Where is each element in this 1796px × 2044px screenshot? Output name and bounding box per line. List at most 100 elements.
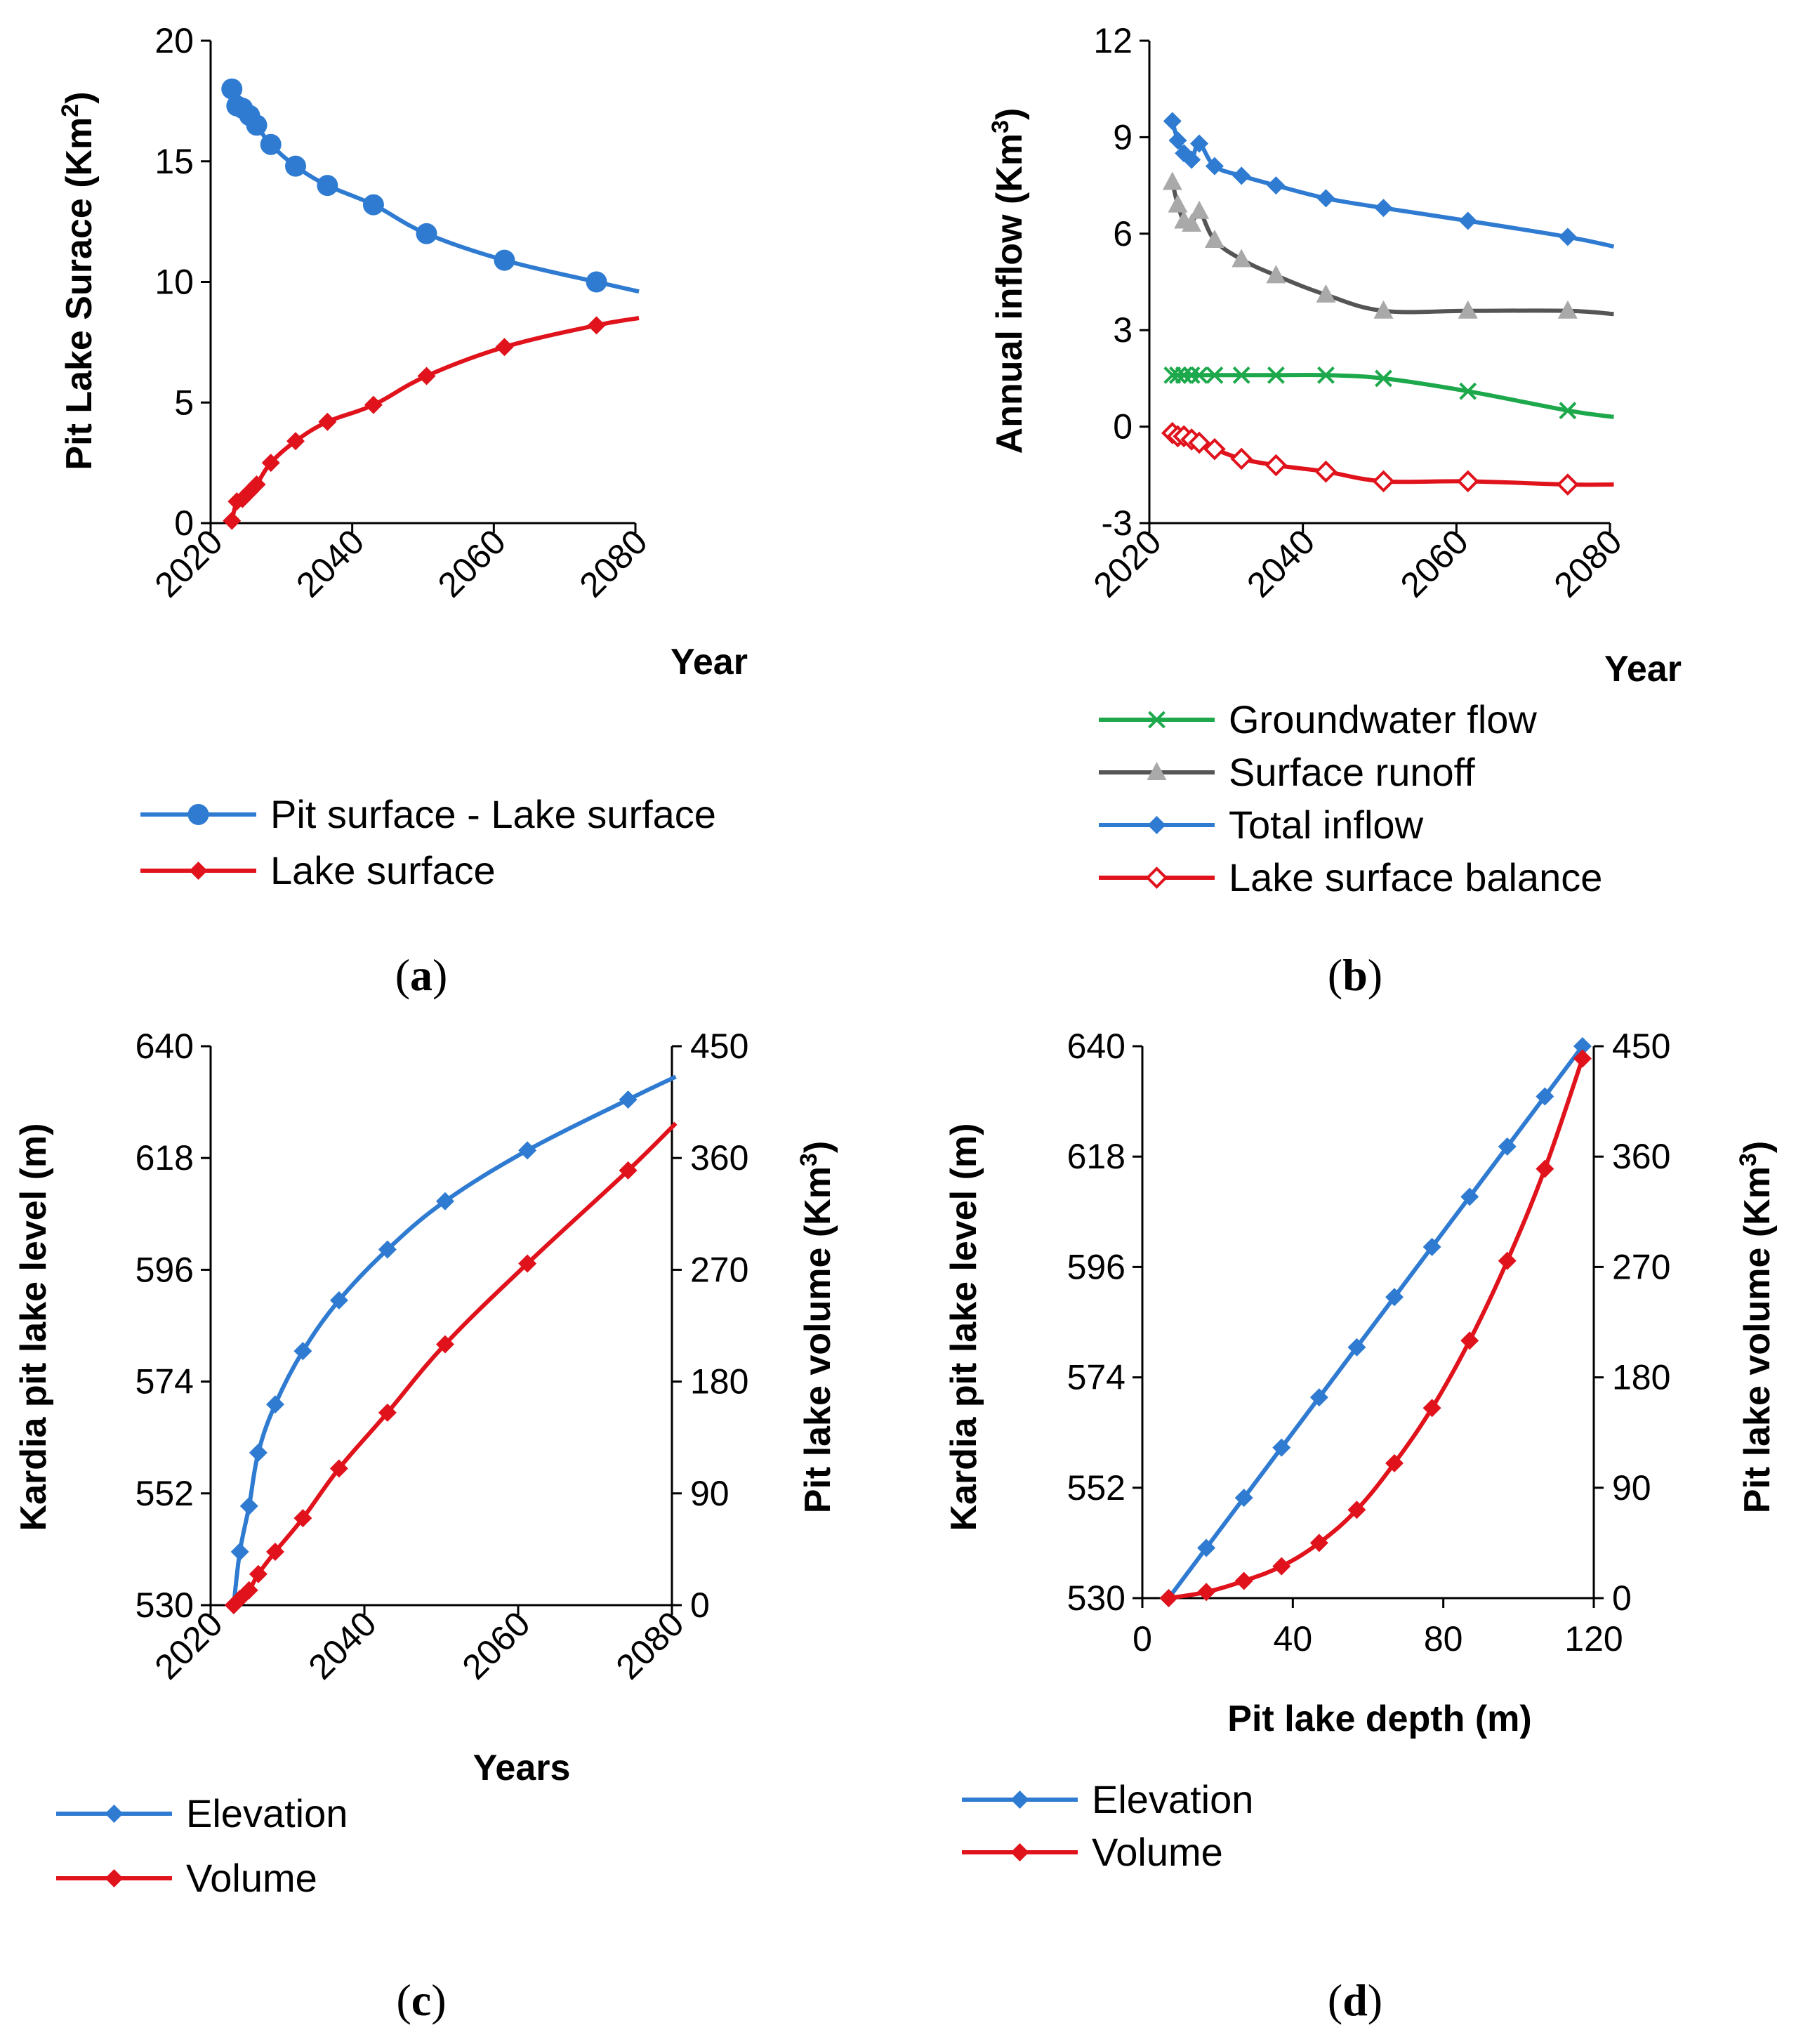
data-point bbox=[1188, 431, 1210, 454]
data-point bbox=[249, 1564, 268, 1583]
y2-axis-title-part: Pit lake volume (Km bbox=[1737, 1166, 1778, 1513]
data-point bbox=[1267, 366, 1285, 384]
legend-swatch-marker bbox=[1145, 866, 1168, 889]
data-point bbox=[1372, 470, 1395, 493]
data-point bbox=[1456, 470, 1479, 493]
y2-tick-label: 180 bbox=[1612, 1358, 1670, 1397]
y-axis-title: Pit Lake Surace (Km2) bbox=[57, 91, 100, 470]
x-tick-label: 2080 bbox=[572, 522, 655, 605]
data-point bbox=[1557, 473, 1579, 496]
legend-swatch-marker bbox=[1010, 1791, 1029, 1809]
x-tick-label: 2080 bbox=[1547, 522, 1630, 605]
data-point bbox=[285, 155, 306, 177]
data-point bbox=[317, 175, 338, 197]
data-point bbox=[1234, 1489, 1253, 1508]
data-point bbox=[260, 133, 282, 155]
data-point bbox=[1272, 1438, 1291, 1457]
legend-entry: Groundwater flow bbox=[1099, 697, 1537, 741]
y-tick-label: 552 bbox=[136, 1474, 194, 1513]
y2-tick-label: 90 bbox=[690, 1474, 729, 1513]
data-point bbox=[249, 1443, 268, 1462]
legend-label: Lake surface bbox=[270, 848, 496, 892]
y-tick-label: -3 bbox=[1102, 503, 1133, 543]
data-point bbox=[1163, 112, 1182, 131]
data-point bbox=[1536, 1087, 1554, 1106]
x-tick-label: 2060 bbox=[1393, 522, 1476, 605]
y2-axis-title-part: ) bbox=[798, 1141, 838, 1153]
legend-entry: Pit surface - Lake surface bbox=[140, 792, 716, 836]
x-axis-title: Years bbox=[473, 1748, 571, 1788]
y2-axis-title: Pit lake volume (Km3) bbox=[1735, 1141, 1778, 1513]
data-point bbox=[1536, 1159, 1554, 1178]
data-point bbox=[1309, 1534, 1328, 1552]
data-point bbox=[239, 1581, 258, 1600]
y-axis-title: Kardia pit lake level (m) bbox=[13, 1123, 54, 1531]
data-point bbox=[286, 432, 305, 451]
y2-axis-title-part: Pit lake volume (Km bbox=[798, 1166, 838, 1513]
legend-entry: Elevation bbox=[962, 1777, 1253, 1821]
y-tick-label: 5 bbox=[174, 383, 194, 422]
x-tick-label: 120 bbox=[1564, 1619, 1623, 1659]
y-tick-label: 574 bbox=[136, 1362, 194, 1402]
data-point bbox=[518, 1141, 537, 1160]
y2-tick-label: 270 bbox=[690, 1250, 748, 1289]
x-tick-label: 2060 bbox=[455, 1604, 538, 1687]
data-point bbox=[261, 454, 280, 473]
y2-axis-title: Pit lake volume (Km3) bbox=[795, 1141, 838, 1513]
x-axis-title: Pit lake depth (m) bbox=[1227, 1699, 1531, 1739]
data-point bbox=[1573, 1037, 1592, 1055]
data-point bbox=[1234, 1571, 1253, 1590]
data-point bbox=[293, 1342, 312, 1361]
y-axis-title-part: Annual inflow (Km bbox=[989, 133, 1030, 454]
data-point bbox=[1422, 1399, 1441, 1418]
data-point bbox=[619, 1090, 638, 1109]
data-point bbox=[329, 1459, 348, 1478]
data-point bbox=[1374, 199, 1393, 218]
data-point bbox=[1316, 284, 1336, 303]
data-point bbox=[293, 1509, 312, 1528]
panel-caption: (a) bbox=[395, 950, 448, 1000]
data-point bbox=[1197, 1583, 1216, 1602]
y-tick-label: 530 bbox=[136, 1585, 194, 1625]
y2-tick-label: 450 bbox=[690, 1027, 748, 1066]
data-point bbox=[247, 475, 266, 494]
data-point bbox=[1557, 300, 1578, 319]
series-line bbox=[230, 88, 640, 294]
legend-swatch-marker bbox=[1147, 762, 1167, 780]
data-point bbox=[1190, 134, 1209, 153]
legend-swatch-marker bbox=[1010, 1843, 1029, 1861]
data-point bbox=[1460, 1331, 1479, 1350]
y-axis-title-part: ) bbox=[989, 108, 1030, 120]
data-point bbox=[239, 1496, 258, 1515]
y-tick-label: 20 bbox=[154, 21, 194, 60]
legend-entry: Total inflow bbox=[1099, 803, 1424, 847]
y-axis-title-part: Kardia pit lake level (m) bbox=[944, 1123, 984, 1531]
data-point bbox=[1265, 454, 1288, 477]
x-tick-label: 40 bbox=[1274, 1619, 1313, 1659]
y2-tick-label: 360 bbox=[1612, 1137, 1670, 1176]
series-lake-surface bbox=[223, 316, 640, 530]
y-tick-label: 0 bbox=[174, 503, 194, 543]
data-point bbox=[1232, 249, 1252, 268]
data-point bbox=[329, 1291, 348, 1310]
legend-entry: Volume bbox=[56, 1856, 317, 1900]
data-point bbox=[435, 1335, 454, 1354]
data-point bbox=[246, 114, 268, 136]
y-axis-title: Annual inflow (Km3) bbox=[987, 108, 1030, 454]
y2-tick-label: 270 bbox=[1612, 1247, 1670, 1286]
data-point bbox=[587, 316, 606, 335]
data-point bbox=[1347, 1501, 1366, 1519]
series-groundwater-flow bbox=[1163, 366, 1614, 420]
data-point bbox=[1206, 366, 1224, 384]
y-tick-label: 640 bbox=[136, 1027, 194, 1066]
data-point bbox=[1458, 300, 1478, 319]
y-axis-title-part: 2 bbox=[57, 104, 84, 117]
data-point bbox=[1230, 447, 1253, 470]
x-tick-label: 80 bbox=[1424, 1619, 1463, 1659]
data-point bbox=[1168, 194, 1188, 213]
legend-swatch-marker bbox=[187, 804, 209, 825]
data-point bbox=[364, 395, 383, 414]
legend-swatch-marker bbox=[189, 862, 208, 880]
